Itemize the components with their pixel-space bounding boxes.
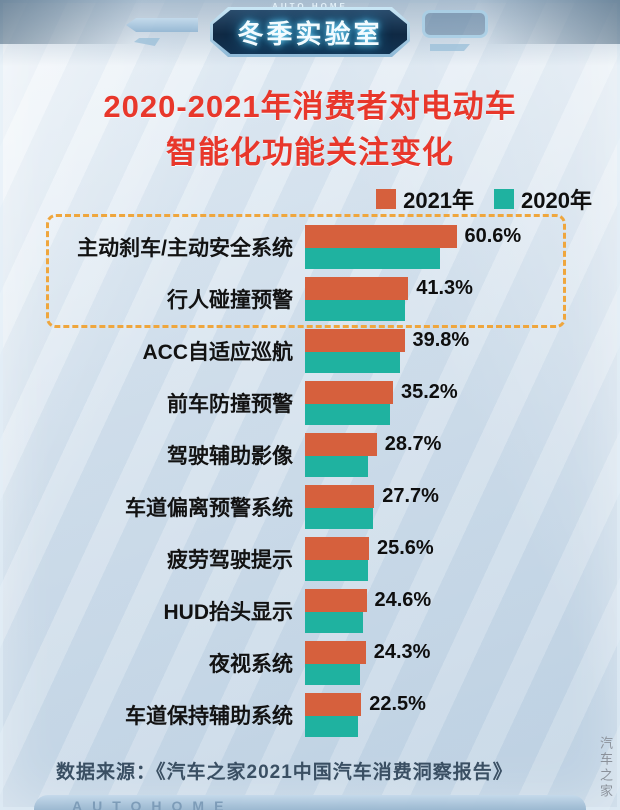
- header-decoration-left: [126, 18, 198, 32]
- bar-group: 22.5%: [305, 693, 426, 737]
- value-label: 22.5%: [369, 693, 426, 715]
- data-source-text: 数据来源：《汽车之家2021中国汽车消费洞察报告》: [56, 762, 513, 783]
- bar-2020: [305, 248, 440, 269]
- bar-2020: [305, 404, 390, 425]
- chart-row: 驾驶辅助影像 28.7%: [40, 429, 585, 481]
- chart-row: HUD抬头显示 24.6%: [40, 585, 585, 637]
- category-label: 前车防撞预警: [167, 393, 293, 416]
- legend-swatch-2021: [376, 189, 397, 209]
- winter-lab-badge-inner: 冬季实验室: [213, 10, 407, 54]
- bar-2020: [305, 664, 360, 685]
- bar-chart: 主动刹车/主动安全系统 60.6% 行人碰撞预警 41.3% ACC自适应巡航: [40, 214, 585, 741]
- bar-2021: [305, 433, 377, 456]
- category-label: 行人碰撞预警: [167, 289, 293, 312]
- chart-title: 2020-2021年消费者对电动车 智能化功能关注变化: [0, 84, 620, 176]
- bar-2021: [305, 537, 369, 560]
- bar-2020: [305, 716, 358, 737]
- header-decoration-left-small: [134, 38, 160, 46]
- category-label: 疲劳驾驶提示: [167, 549, 293, 572]
- bottom-frame-strip: [34, 795, 586, 810]
- bar-group: 24.3%: [305, 641, 430, 685]
- header-decoration-right-small: [430, 44, 470, 51]
- category-label: 车道保持辅助系统: [125, 705, 293, 728]
- chart-row: 行人碰撞预警 41.3%: [40, 273, 585, 325]
- bar-group: 60.6%: [305, 225, 521, 269]
- chart-row: 前车防撞预警 35.2%: [40, 377, 585, 429]
- chart-row: 车道保持辅助系统 22.5%: [40, 689, 585, 741]
- chart-legend: 2021年 2020年: [376, 183, 592, 215]
- value-label: 41.3%: [416, 277, 473, 299]
- value-label: 24.3%: [373, 641, 431, 663]
- bar-group: 41.3%: [305, 277, 473, 321]
- bottom-brand-text: AUTOHOME: [72, 798, 234, 810]
- legend-label-2020: 2020年: [521, 188, 592, 213]
- bar-group: 39.8%: [305, 329, 469, 373]
- legend-item-2021: 2021年: [376, 183, 474, 215]
- chart-row: ACC自适应巡航 39.8%: [40, 325, 585, 377]
- value-label: 35.2%: [401, 381, 458, 403]
- value-label: 24.6%: [374, 589, 432, 611]
- bar-2021: [305, 277, 409, 300]
- bar-2020: [305, 300, 405, 321]
- watermark-text: 汽车之家: [598, 736, 613, 800]
- bar-2021: [305, 641, 366, 664]
- category-label: 主动刹车/主动安全系统: [77, 237, 293, 260]
- header: AUTO HOME 冬季实验室: [0, 0, 620, 66]
- bar-2020: [305, 456, 368, 477]
- winter-lab-badge-label: 冬季实验室: [237, 18, 383, 49]
- bar-2020: [305, 612, 363, 633]
- top-brand-text: AUTO HOME: [272, 2, 348, 11]
- bar-group: 24.6%: [305, 589, 431, 633]
- bar-group: 35.2%: [305, 381, 458, 425]
- bar-2021: [305, 225, 457, 248]
- category-label: HUD抬头显示: [163, 601, 294, 624]
- chart-row: 主动刹车/主动安全系统 60.6%: [40, 221, 585, 273]
- chart-row: 车道偏离预警系统 27.7%: [40, 481, 585, 533]
- chart-title-line2: 智能化功能关注变化: [166, 135, 454, 170]
- bar-2021: [305, 693, 362, 716]
- bar-group: 25.6%: [305, 537, 434, 581]
- category-label: 驾驶辅助影像: [167, 445, 293, 468]
- category-label: ACC自适应巡航: [142, 341, 294, 364]
- bar-2021: [305, 329, 405, 352]
- bar-2021: [305, 485, 375, 508]
- bar-group: 28.7%: [305, 433, 441, 477]
- bar-2020: [305, 508, 373, 529]
- bar-group: 27.7%: [305, 485, 439, 529]
- bar-2020: [305, 352, 400, 373]
- legend-label-2021: 2021年: [403, 188, 475, 213]
- legend-item-2020: 2020年: [494, 183, 592, 215]
- legend-swatch-2020: [494, 189, 515, 209]
- category-label: 夜视系统: [209, 653, 293, 676]
- bar-2021: [305, 589, 367, 612]
- winter-lab-badge: 冬季实验室: [210, 7, 410, 57]
- value-label: 39.8%: [412, 329, 470, 351]
- value-label: 60.6%: [464, 225, 522, 247]
- value-label: 25.6%: [377, 537, 434, 559]
- chart-title-line1: 2020-2021年消费者对电动车: [103, 89, 517, 124]
- bar-2021: [305, 381, 393, 404]
- value-label: 28.7%: [384, 433, 442, 455]
- value-label: 27.7%: [382, 485, 439, 507]
- bar-2020: [305, 560, 368, 581]
- category-label: 车道偏离预警系统: [125, 497, 293, 520]
- chart-row: 疲劳驾驶提示 25.6%: [40, 533, 585, 585]
- header-decoration-right: [422, 10, 488, 38]
- chart-row: 夜视系统 24.3%: [40, 637, 585, 689]
